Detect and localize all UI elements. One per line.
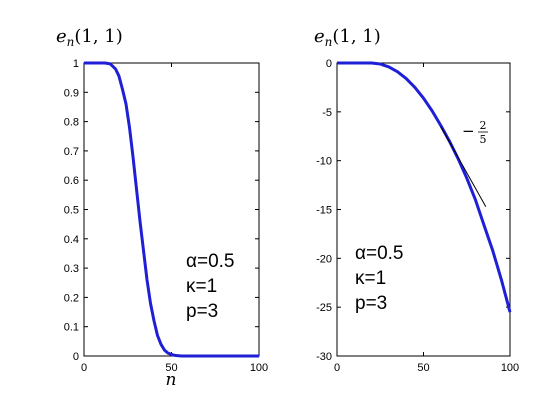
slope-reference-line — [440, 126, 487, 207]
left-y-tick-label: 0.9 — [64, 87, 79, 99]
right-y-tick-label: -25 — [316, 302, 332, 314]
left-y-tick-label: 0.1 — [64, 322, 79, 334]
right-chart-title: en(1, 1) — [314, 26, 381, 49]
right-title-sub: n — [325, 35, 333, 49]
right-y-tick-label: -5 — [322, 107, 332, 119]
left-y-tick-label: 0.6 — [64, 175, 79, 187]
left-y-tick-label: 0.2 — [64, 292, 79, 304]
right-plot-frame — [336, 62, 511, 357]
right-y-tick-label: 0 — [326, 58, 332, 70]
left-x-tick-label: 0 — [81, 362, 87, 374]
left-x-tick-label: 100 — [250, 362, 268, 374]
right-annotation-p: p=3 — [355, 293, 387, 314]
left-y-tick-label: 1 — [73, 58, 79, 70]
right-x-tick-label: 50 — [417, 362, 429, 374]
left-title-sub: n — [67, 35, 75, 49]
right-y-tick-label: -10 — [316, 156, 332, 168]
left-annotation-alpha: α=0.5 — [186, 251, 235, 272]
right-x-tick-label: 0 — [334, 362, 340, 374]
left-title-base: e — [56, 26, 67, 47]
left-y-tick-label: 0.7 — [64, 146, 79, 158]
right-panel: en(1, 1) 0 -5 -10 -15 -20 -25 -30 0 50 100 − 2 5… — [314, 26, 519, 374]
left-title-args: (1, 1) — [74, 26, 122, 47]
left-annotation-p: p=3 — [186, 301, 218, 322]
left-x-axis-label: n — [166, 370, 177, 390]
left-series-line — [84, 61, 259, 358]
slope-label-sign: − — [462, 122, 475, 140]
right-title-args: (1, 1) — [332, 26, 380, 47]
right-annotation-kappa: κ=1 — [355, 268, 386, 289]
left-panel: en(1, 1) 00.10.20.30.40.50.60.70.80.91 0… — [56, 26, 268, 390]
right-y-tick-label: -20 — [316, 253, 332, 265]
left-y-tick-label: 0 — [73, 351, 79, 363]
right-series-line — [337, 61, 512, 313]
slope-label: − 2 5 — [462, 119, 488, 146]
left-annotation-kappa: κ=1 — [186, 276, 217, 297]
left-y-tick-label: 0.5 — [64, 205, 79, 217]
right-annotation-alpha: α=0.5 — [355, 243, 404, 264]
right-y-ticks: 0 -5 -10 -15 -20 -25 -30 — [316, 58, 510, 363]
right-x-tick-label: 100 — [501, 362, 519, 374]
left-y-tick-label: 0.3 — [64, 263, 79, 275]
left-chart-title: en(1, 1) — [56, 26, 123, 49]
left-y-tick-label: 0.8 — [64, 117, 79, 129]
right-y-tick-label: -15 — [316, 205, 332, 217]
left-y-tick-label: 0.4 — [64, 234, 79, 246]
right-x-ticks: 0 50 100 — [334, 63, 519, 374]
right-title-base: e — [314, 26, 325, 47]
slope-label-numerator: 2 — [480, 119, 487, 132]
left-x-tick-label: 50 — [165, 362, 177, 374]
slope-label-denominator: 5 — [480, 133, 487, 146]
left-y-ticks: 0 0.1 0.2 0.3 0.4 0.5 0.6 0.7 0.8 0.9 1 — [64, 58, 259, 363]
left-plot-frame — [83, 62, 260, 357]
right-y-tick-label: -30 — [316, 351, 332, 363]
